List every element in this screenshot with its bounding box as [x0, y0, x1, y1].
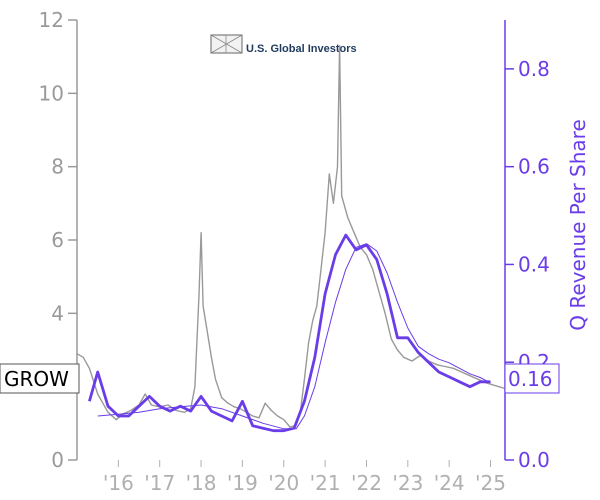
x-tick-label: '24 — [434, 471, 465, 495]
last-value-label: 0.16 — [508, 367, 553, 391]
x-tick-label: '17 — [144, 471, 175, 495]
x-axis-ticks: '16 '17 '18 '19 '20 '21 '22 '23 '24 '25 — [103, 460, 506, 495]
x-tick-label: '22 — [351, 471, 382, 495]
x-tick-label: '20 — [268, 471, 299, 495]
x-tick-label: '21 — [310, 471, 341, 495]
brand-logo: U.S. Global Investors — [210, 34, 357, 55]
revenue-line — [88, 233, 491, 433]
right-tick-label: 0.0 — [518, 448, 550, 472]
x-tick-label: '18 — [186, 471, 217, 495]
last-value-tag: 0.16 — [504, 363, 560, 394]
left-tick-label: 0 — [51, 448, 64, 472]
left-tick-label: 12 — [39, 8, 64, 32]
right-axis-ticks: 0.00.20.40.60.8 — [505, 57, 550, 472]
right-axis-label: Q Revenue Per Share — [566, 119, 590, 331]
ticker-label: GROW — [4, 367, 69, 391]
price-line — [76, 45, 506, 428]
left-tick-label: 10 — [39, 81, 64, 105]
x-tick-label: '16 — [103, 471, 134, 495]
x-tick-label: '23 — [392, 471, 423, 495]
series-lines — [76, 45, 506, 433]
right-tick-label: 0.8 — [518, 57, 550, 81]
left-axis-ticks: 024681012 — [39, 8, 77, 472]
left-tick-label: 6 — [51, 228, 64, 252]
x-tick-label: '19 — [227, 471, 258, 495]
left-tick-label: 8 — [51, 155, 64, 179]
right-tick-label: 0.4 — [518, 252, 550, 276]
x-tick-label: '25 — [475, 471, 506, 495]
left-tick-label: 4 — [51, 301, 64, 325]
right-tick-label: 0.6 — [518, 155, 550, 179]
brand-name: U.S. Global Investors — [246, 43, 357, 55]
ticker-tag: GROW — [0, 363, 80, 394]
revenue-trend-line — [97, 243, 491, 430]
